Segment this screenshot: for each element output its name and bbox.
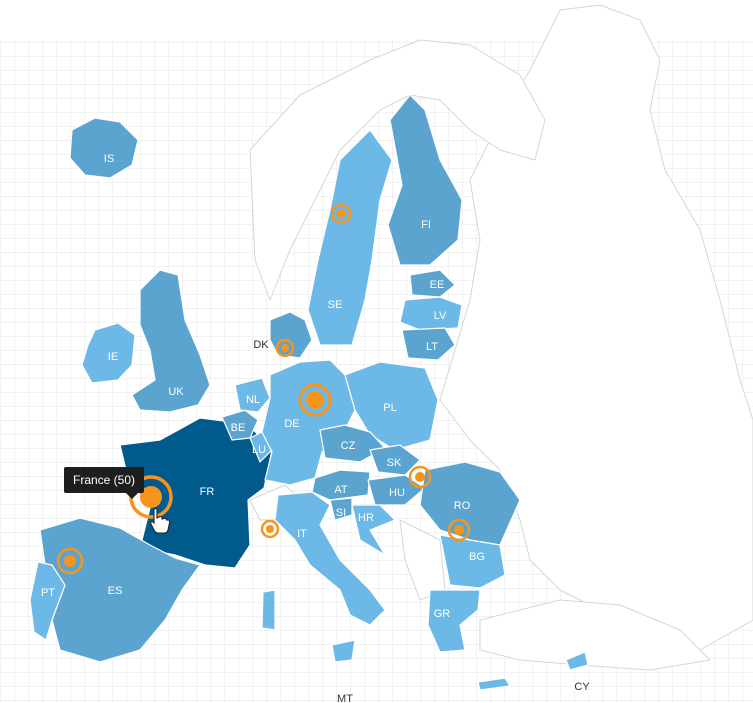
country-HR[interactable]	[351, 504, 396, 556]
country-DK[interactable]	[269, 311, 313, 359]
country-GR-crete[interactable]	[477, 677, 511, 691]
country-DE[interactable]	[261, 359, 356, 486]
marker-IT[interactable]	[260, 519, 280, 539]
country-SI[interactable]	[329, 497, 353, 521]
country-PT[interactable]	[29, 561, 66, 641]
country-SK[interactable]	[369, 444, 421, 476]
marker-PT[interactable]	[56, 547, 84, 575]
country-CY[interactable]	[565, 651, 589, 671]
country-IE[interactable]	[81, 322, 136, 384]
bubble-markers[interactable]	[56, 203, 471, 575]
country-IS[interactable]	[69, 117, 139, 179]
country-IT-sicily[interactable]	[331, 639, 356, 663]
country-BE[interactable]	[221, 409, 259, 441]
country-GR[interactable]	[427, 589, 481, 653]
marker-SE[interactable]	[330, 203, 352, 225]
marker-DK[interactable]	[275, 338, 295, 358]
country-NL[interactable]	[234, 377, 271, 413]
country-SE[interactable]	[307, 129, 393, 346]
marker-RO[interactable]	[447, 518, 471, 542]
country-IT[interactable]	[274, 491, 386, 626]
country-UK[interactable]	[131, 269, 211, 413]
background-land	[249, 4, 753, 671]
country-FI[interactable]	[387, 94, 463, 266]
marker-SK[interactable]	[408, 465, 432, 489]
country-PL[interactable]	[344, 361, 439, 451]
country-BG[interactable]	[439, 534, 506, 589]
country-LT[interactable]	[401, 327, 456, 361]
marker-DE[interactable]	[298, 383, 332, 417]
country-LV[interactable]	[399, 296, 463, 331]
country-EE[interactable]	[409, 269, 456, 298]
map-tooltip: France (50)	[64, 467, 145, 499]
hand-pointer-icon	[150, 507, 171, 534]
country-IT-sardinia[interactable]	[261, 589, 276, 631]
